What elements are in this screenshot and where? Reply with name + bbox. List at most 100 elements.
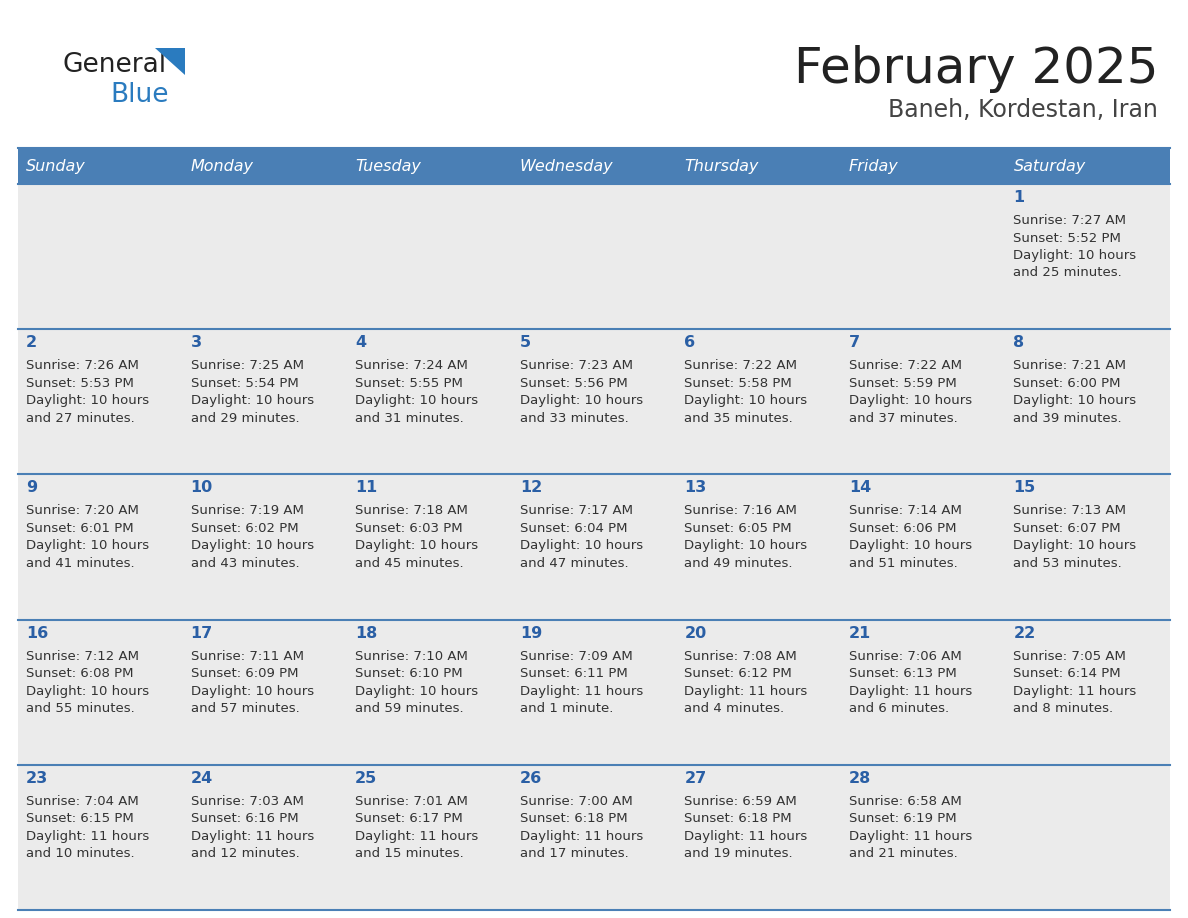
Text: Sunset: 5:53 PM: Sunset: 5:53 PM <box>26 376 134 390</box>
Text: Sunset: 6:07 PM: Sunset: 6:07 PM <box>1013 522 1121 535</box>
Text: Sunrise: 7:09 AM: Sunrise: 7:09 AM <box>519 650 632 663</box>
Text: Sunrise: 7:10 AM: Sunrise: 7:10 AM <box>355 650 468 663</box>
Text: and 33 minutes.: and 33 minutes. <box>519 411 628 425</box>
Text: Blue: Blue <box>110 82 169 108</box>
Text: Sunset: 6:15 PM: Sunset: 6:15 PM <box>26 812 134 825</box>
Text: Sunset: 6:17 PM: Sunset: 6:17 PM <box>355 812 463 825</box>
Text: Sunset: 5:59 PM: Sunset: 5:59 PM <box>849 376 956 390</box>
Text: Daylight: 11 hours: Daylight: 11 hours <box>849 830 972 843</box>
Text: Daylight: 10 hours: Daylight: 10 hours <box>519 394 643 408</box>
Text: 15: 15 <box>1013 480 1036 496</box>
Text: Daylight: 10 hours: Daylight: 10 hours <box>190 685 314 698</box>
Text: Daylight: 10 hours: Daylight: 10 hours <box>26 685 150 698</box>
Text: 17: 17 <box>190 625 213 641</box>
Text: and 15 minutes.: and 15 minutes. <box>355 847 463 860</box>
Text: Sunrise: 7:18 AM: Sunrise: 7:18 AM <box>355 504 468 518</box>
Text: and 6 minutes.: and 6 minutes. <box>849 702 949 715</box>
Text: Daylight: 11 hours: Daylight: 11 hours <box>355 830 479 843</box>
Text: 1: 1 <box>1013 190 1024 205</box>
Text: and 35 minutes.: and 35 minutes. <box>684 411 794 425</box>
Text: Daylight: 10 hours: Daylight: 10 hours <box>849 394 972 408</box>
Text: Saturday: Saturday <box>1013 159 1086 174</box>
Text: Daylight: 10 hours: Daylight: 10 hours <box>355 394 479 408</box>
Text: 3: 3 <box>190 335 202 350</box>
Text: Sunrise: 7:14 AM: Sunrise: 7:14 AM <box>849 504 962 518</box>
Text: Daylight: 10 hours: Daylight: 10 hours <box>26 394 150 408</box>
Text: Daylight: 10 hours: Daylight: 10 hours <box>190 394 314 408</box>
Text: 14: 14 <box>849 480 871 496</box>
Text: Sunrise: 7:13 AM: Sunrise: 7:13 AM <box>1013 504 1126 518</box>
Text: and 21 minutes.: and 21 minutes. <box>849 847 958 860</box>
Bar <box>18 148 1170 184</box>
Text: 2: 2 <box>26 335 37 350</box>
Text: Sunrise: 7:12 AM: Sunrise: 7:12 AM <box>26 650 139 663</box>
Text: Daylight: 10 hours: Daylight: 10 hours <box>684 394 808 408</box>
Text: Sunset: 6:11 PM: Sunset: 6:11 PM <box>519 667 627 680</box>
Text: and 8 minutes.: and 8 minutes. <box>1013 702 1113 715</box>
Text: Daylight: 10 hours: Daylight: 10 hours <box>519 540 643 553</box>
Text: 27: 27 <box>684 771 707 786</box>
Text: and 25 minutes.: and 25 minutes. <box>1013 266 1123 279</box>
Text: Sunset: 6:01 PM: Sunset: 6:01 PM <box>26 522 133 535</box>
Text: Tuesday: Tuesday <box>355 159 421 174</box>
Text: and 12 minutes.: and 12 minutes. <box>190 847 299 860</box>
Text: Sunset: 6:03 PM: Sunset: 6:03 PM <box>355 522 463 535</box>
Text: 10: 10 <box>190 480 213 496</box>
Text: and 31 minutes.: and 31 minutes. <box>355 411 463 425</box>
Text: Daylight: 11 hours: Daylight: 11 hours <box>684 830 808 843</box>
Text: Sunset: 5:58 PM: Sunset: 5:58 PM <box>684 376 792 390</box>
Text: Monday: Monday <box>190 159 253 174</box>
Text: and 57 minutes.: and 57 minutes. <box>190 702 299 715</box>
Text: and 1 minute.: and 1 minute. <box>519 702 613 715</box>
Text: 25: 25 <box>355 771 378 786</box>
Text: 24: 24 <box>190 771 213 786</box>
Text: Daylight: 10 hours: Daylight: 10 hours <box>1013 394 1137 408</box>
Text: 18: 18 <box>355 625 378 641</box>
Text: Sunset: 6:04 PM: Sunset: 6:04 PM <box>519 522 627 535</box>
Text: Sunrise: 7:00 AM: Sunrise: 7:00 AM <box>519 795 632 808</box>
Text: and 39 minutes.: and 39 minutes. <box>1013 411 1121 425</box>
Text: February 2025: February 2025 <box>794 45 1158 93</box>
Text: Daylight: 11 hours: Daylight: 11 hours <box>519 685 643 698</box>
Text: and 37 minutes.: and 37 minutes. <box>849 411 958 425</box>
Text: Daylight: 10 hours: Daylight: 10 hours <box>190 540 314 553</box>
Text: Daylight: 11 hours: Daylight: 11 hours <box>1013 685 1137 698</box>
Text: 28: 28 <box>849 771 871 786</box>
Bar <box>18 330 1170 475</box>
Text: and 55 minutes.: and 55 minutes. <box>26 702 134 715</box>
Text: and 59 minutes.: and 59 minutes. <box>355 702 463 715</box>
Text: Daylight: 11 hours: Daylight: 11 hours <box>849 685 972 698</box>
Text: Sunrise: 7:22 AM: Sunrise: 7:22 AM <box>684 359 797 372</box>
Text: Daylight: 10 hours: Daylight: 10 hours <box>26 540 150 553</box>
Text: 6: 6 <box>684 335 695 350</box>
Text: Daylight: 10 hours: Daylight: 10 hours <box>1013 249 1137 262</box>
Text: 8: 8 <box>1013 335 1024 350</box>
Text: 11: 11 <box>355 480 378 496</box>
Text: Sunset: 6:02 PM: Sunset: 6:02 PM <box>190 522 298 535</box>
Text: Sunset: 6:08 PM: Sunset: 6:08 PM <box>26 667 133 680</box>
Text: and 51 minutes.: and 51 minutes. <box>849 557 958 570</box>
Text: Sunset: 6:06 PM: Sunset: 6:06 PM <box>849 522 956 535</box>
Text: Sunset: 6:18 PM: Sunset: 6:18 PM <box>684 812 792 825</box>
Text: Sunset: 6:19 PM: Sunset: 6:19 PM <box>849 812 956 825</box>
Text: Daylight: 11 hours: Daylight: 11 hours <box>684 685 808 698</box>
Text: Sunset: 6:14 PM: Sunset: 6:14 PM <box>1013 667 1121 680</box>
Text: Sunrise: 7:04 AM: Sunrise: 7:04 AM <box>26 795 139 808</box>
Text: Sunrise: 7:06 AM: Sunrise: 7:06 AM <box>849 650 961 663</box>
Text: 7: 7 <box>849 335 860 350</box>
Text: and 43 minutes.: and 43 minutes. <box>190 557 299 570</box>
Text: Sunrise: 7:26 AM: Sunrise: 7:26 AM <box>26 359 139 372</box>
Text: Sunset: 5:56 PM: Sunset: 5:56 PM <box>519 376 627 390</box>
Text: Sunset: 5:55 PM: Sunset: 5:55 PM <box>355 376 463 390</box>
Text: Sunrise: 7:03 AM: Sunrise: 7:03 AM <box>190 795 303 808</box>
Text: 12: 12 <box>519 480 542 496</box>
Text: Sunset: 6:10 PM: Sunset: 6:10 PM <box>355 667 463 680</box>
Text: Sunrise: 7:08 AM: Sunrise: 7:08 AM <box>684 650 797 663</box>
Text: and 10 minutes.: and 10 minutes. <box>26 847 134 860</box>
Text: 9: 9 <box>26 480 37 496</box>
Text: and 4 minutes.: and 4 minutes. <box>684 702 784 715</box>
Text: 20: 20 <box>684 625 707 641</box>
Text: Sunrise: 7:05 AM: Sunrise: 7:05 AM <box>1013 650 1126 663</box>
Text: Daylight: 10 hours: Daylight: 10 hours <box>355 540 479 553</box>
Text: Sunrise: 7:23 AM: Sunrise: 7:23 AM <box>519 359 633 372</box>
